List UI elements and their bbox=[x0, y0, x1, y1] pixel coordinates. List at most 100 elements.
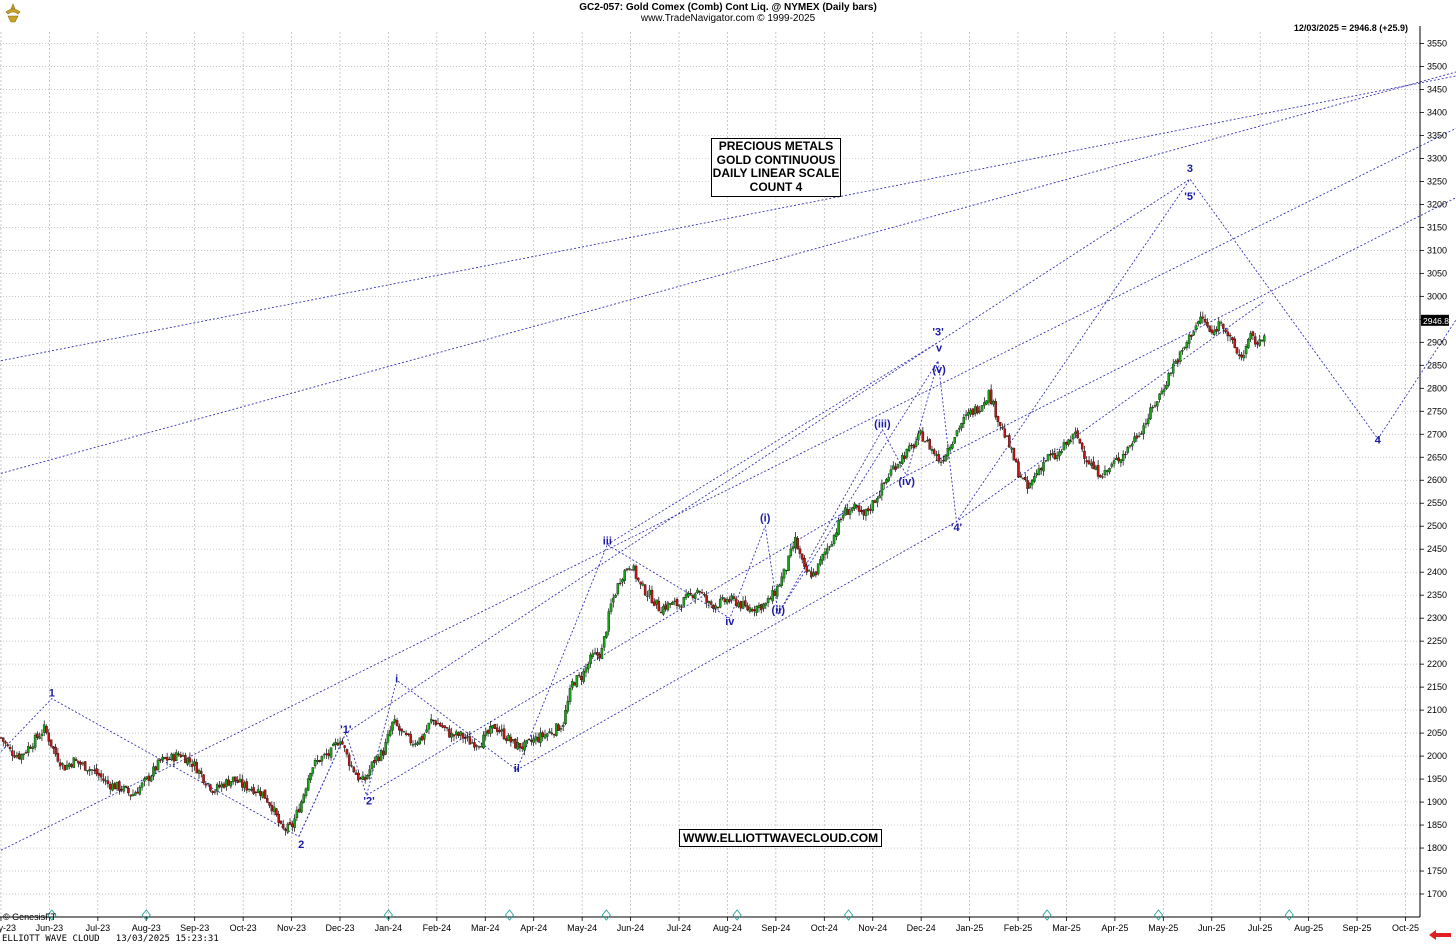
candle-body bbox=[520, 746, 524, 749]
candle-body bbox=[912, 444, 915, 449]
x-tick-label: Apr-24 bbox=[520, 923, 547, 933]
candle-body bbox=[163, 757, 167, 759]
candle-body bbox=[311, 767, 315, 774]
candle-body bbox=[172, 754, 176, 762]
candle-body bbox=[1181, 350, 1184, 352]
candle-body bbox=[994, 401, 997, 418]
candle-body bbox=[334, 741, 337, 745]
candle-body bbox=[1146, 418, 1150, 424]
candle-body bbox=[211, 790, 214, 793]
candle-body bbox=[293, 818, 296, 828]
candle-body bbox=[450, 732, 453, 738]
candle-body bbox=[862, 509, 865, 516]
wave-labels: 12'1''2'iiiiiiiv(i)(ii)(iii)(iv)'3'v(v)'… bbox=[49, 163, 1382, 851]
candle-body bbox=[823, 551, 827, 556]
candle-body bbox=[1217, 321, 1221, 331]
candle-body bbox=[773, 591, 777, 596]
candle-body bbox=[762, 603, 765, 609]
event-marker-icon bbox=[843, 909, 854, 921]
y-tick-label: 3250 bbox=[1427, 176, 1447, 186]
y-tick-label: 2000 bbox=[1427, 751, 1447, 761]
candle-body bbox=[1242, 355, 1246, 359]
candle-body bbox=[536, 736, 540, 742]
candle-body bbox=[983, 402, 986, 406]
candle-body bbox=[698, 590, 702, 593]
candle-body bbox=[238, 778, 242, 782]
candle-body bbox=[443, 725, 447, 728]
candle-body bbox=[500, 729, 503, 732]
candle-body bbox=[1024, 476, 1027, 481]
candle-body bbox=[204, 783, 208, 786]
candle-body bbox=[869, 509, 872, 511]
candle-body bbox=[1099, 475, 1102, 478]
candle-body bbox=[721, 597, 724, 599]
candle-body bbox=[161, 756, 164, 761]
candle-body bbox=[457, 732, 460, 736]
x-tick-label: Jun-24 bbox=[617, 923, 645, 933]
scroll-left-arrow-icon[interactable] bbox=[1428, 929, 1452, 941]
candle-body bbox=[894, 466, 897, 470]
wave-label: iv bbox=[725, 616, 735, 628]
candle-body bbox=[851, 507, 854, 511]
candle-body bbox=[571, 680, 574, 688]
candle-body bbox=[200, 771, 203, 774]
candle-body bbox=[197, 769, 201, 774]
candle-body bbox=[124, 785, 128, 788]
candle-body bbox=[93, 769, 96, 772]
candle-body bbox=[543, 734, 547, 739]
candle-body bbox=[338, 741, 342, 745]
wave-label: '2' bbox=[363, 795, 375, 807]
candle-body bbox=[195, 762, 198, 774]
candle-body bbox=[575, 675, 579, 687]
candle-body bbox=[568, 688, 572, 702]
candle-body bbox=[878, 495, 881, 499]
candle-body bbox=[350, 765, 353, 767]
candle-body bbox=[798, 548, 802, 554]
candle-body bbox=[839, 518, 843, 521]
candle-body bbox=[978, 410, 982, 413]
candle-body bbox=[1105, 470, 1109, 472]
info-line-2: GOLD CONTINUOUS bbox=[716, 152, 836, 167]
candle-body bbox=[316, 759, 319, 762]
candle-body bbox=[407, 733, 410, 735]
candle-body bbox=[1094, 466, 1098, 470]
wave-label: (i) bbox=[760, 513, 771, 525]
candle-body bbox=[1051, 453, 1054, 455]
candle-body bbox=[1071, 433, 1075, 440]
candle-body bbox=[370, 761, 374, 769]
candle-body bbox=[926, 439, 929, 442]
candle-body bbox=[174, 752, 178, 762]
candle-body bbox=[266, 798, 269, 803]
candle-body bbox=[682, 597, 686, 607]
candle-body bbox=[190, 763, 194, 767]
x-tick-label: Oct-23 bbox=[230, 923, 257, 933]
candle-body bbox=[985, 400, 988, 405]
candle-body bbox=[1171, 363, 1175, 374]
candle-body bbox=[639, 581, 642, 585]
x-tick-label: Jul-24 bbox=[667, 923, 692, 933]
candle-body bbox=[837, 520, 840, 535]
x-tick-label: Jun-23 bbox=[36, 923, 64, 933]
candle-body bbox=[646, 595, 649, 597]
y-tick-label: 2350 bbox=[1427, 590, 1447, 600]
candle-body bbox=[231, 776, 235, 783]
candle-body bbox=[780, 576, 783, 586]
candle-body bbox=[821, 554, 824, 561]
candle-body bbox=[505, 738, 508, 741]
candle-body bbox=[332, 743, 335, 747]
candle-body bbox=[1003, 428, 1007, 438]
candle-body bbox=[764, 602, 768, 606]
candle-body bbox=[1053, 453, 1057, 460]
y-tick-label: 2700 bbox=[1427, 429, 1447, 439]
candle-body bbox=[343, 745, 346, 748]
candle-body bbox=[1110, 463, 1114, 467]
candle-body bbox=[910, 444, 913, 447]
candle-body bbox=[379, 750, 383, 761]
chart-axes: 1700 1750 1800 1850 1900 1950 2000 2050 2100 2150… bbox=[0, 26, 1449, 933]
candle-body bbox=[259, 791, 262, 796]
candle-body bbox=[662, 606, 665, 615]
event-marker-icon bbox=[47, 909, 57, 921]
candle-body bbox=[750, 608, 754, 612]
candle-body bbox=[320, 756, 324, 762]
candle-body bbox=[1176, 359, 1180, 363]
